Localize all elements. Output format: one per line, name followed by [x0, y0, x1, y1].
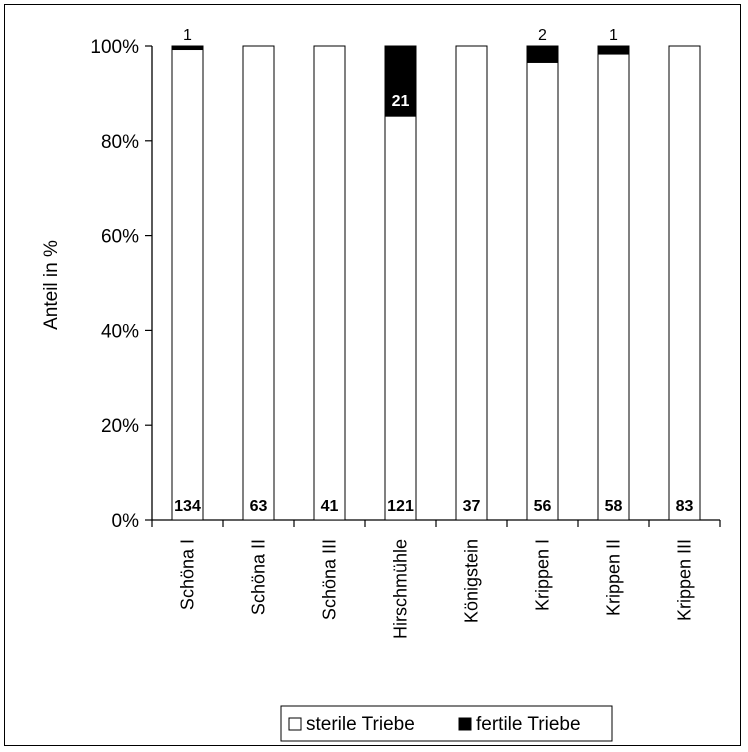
legend-label-sterile: sterile Triebe: [306, 714, 415, 735]
legend-swatch-sterile: [288, 717, 302, 731]
bar-count-label: 56: [534, 498, 552, 515]
bar-segment-fertile: [384, 45, 417, 117]
bar-count-label: 121: [387, 498, 414, 515]
category-labels: Schöna I Schöna II Schöna III Hirschmühle Kö…: [178, 539, 695, 639]
category-label: Hirschmühle: [391, 539, 411, 639]
bar-top-label: 21: [392, 93, 410, 110]
bar-count-label: 58: [605, 498, 623, 515]
bar-top-label: 1: [609, 27, 618, 44]
y-tick-label: 40%: [101, 321, 139, 342]
bar-segment-sterile: [171, 49, 204, 521]
legend: sterile Triebe fertile Triebe: [280, 705, 613, 742]
legend-box: [280, 705, 613, 742]
bar-count-label: 83: [676, 498, 694, 515]
bar-top-label: 1: [183, 27, 192, 44]
y-ticks: 0% 20% 40% 60% 80% 100%: [90, 37, 152, 532]
category-label: Krippen III: [675, 539, 695, 621]
bar-count-label: 37: [463, 498, 481, 515]
y-tick-label: 100%: [90, 37, 139, 58]
category-label: Königstein: [462, 539, 482, 623]
bar-segment-fertile: [526, 45, 559, 63]
bar-segment-sterile: [526, 61, 559, 521]
bar-segment-sterile: [313, 45, 346, 521]
bar-segment-fertile: [171, 45, 204, 51]
y-tick-label: 20%: [101, 416, 139, 437]
bars: 134 1 63 41 121 21 37 56 2 58 1 83: [171, 27, 701, 521]
bar-top-label: 2: [538, 27, 547, 44]
category-label: Krippen II: [604, 539, 624, 616]
bar-count-label: 134: [174, 498, 201, 515]
category-label: Schöna III: [320, 539, 340, 620]
legend-label-fertile: fertile Triebe: [476, 714, 581, 735]
category-label: Schöna I: [178, 539, 198, 610]
bar-segment-sterile: [242, 45, 275, 521]
axes: [151, 46, 721, 527]
category-label: Krippen I: [533, 539, 553, 611]
bar-segment-sterile: [668, 45, 701, 521]
bar-count-label: 41: [321, 498, 339, 515]
y-axis-label: Anteil in %: [41, 240, 62, 330]
y-tick-label: 0%: [112, 511, 140, 532]
bar-segment-sterile: [384, 115, 417, 521]
y-tick-label: 60%: [101, 227, 139, 248]
bar-segment-sterile: [597, 53, 630, 521]
bar-segment-sterile: [455, 45, 488, 521]
bar-segment-fertile: [597, 45, 630, 55]
legend-swatch-fertile: [458, 717, 472, 731]
y-tick-label: 80%: [101, 132, 139, 153]
bar-count-label: 63: [250, 498, 268, 515]
category-label: Schöna II: [249, 539, 269, 615]
